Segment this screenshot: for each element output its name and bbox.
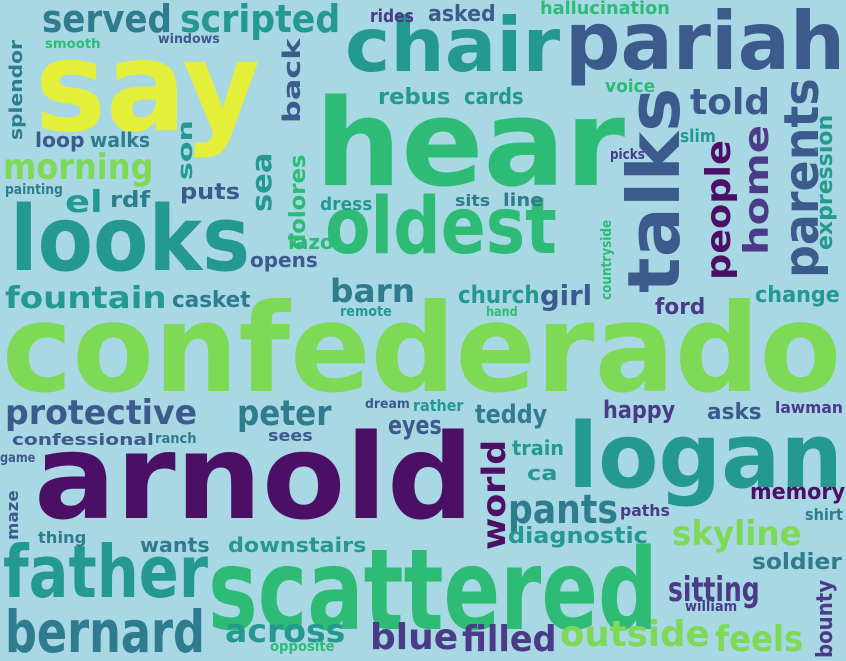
word-pariah: pariah	[565, 0, 846, 88]
word-scattered: scattered	[208, 526, 658, 656]
word-confederado: confederado	[2, 278, 842, 420]
word-teddy: teddy	[475, 400, 548, 430]
word-wants: wants	[140, 533, 210, 557]
word-walks: walks	[90, 128, 151, 152]
word-filled: filled	[462, 619, 557, 660]
word-sits: sits	[455, 191, 491, 210]
word-remote: remote	[340, 304, 392, 320]
word-looks: looks	[10, 187, 251, 292]
word-asks: asks	[707, 400, 762, 425]
word-maze: maze	[3, 490, 22, 540]
word-change: change	[755, 283, 840, 308]
word-countryside: countryside	[599, 219, 615, 300]
word-asked: asked	[428, 2, 496, 27]
word-lazo: lazo	[288, 230, 334, 254]
word-rather: rather	[413, 396, 464, 415]
word-loop: loop	[35, 128, 85, 152]
word-el: el	[65, 185, 103, 220]
word-ford: ford	[655, 295, 706, 320]
word-say: say	[35, 15, 261, 160]
word-ca: ca	[527, 461, 558, 485]
word-told: told	[690, 82, 771, 123]
word-feels: feels	[715, 619, 804, 660]
word-logan: logan	[568, 404, 843, 509]
word-cards: cards	[464, 85, 524, 110]
word-picks: picks	[610, 147, 645, 163]
word-shirt: shirt	[805, 505, 843, 524]
word-outside: outside	[560, 614, 710, 655]
word-oldest: oldest	[325, 182, 557, 272]
word-protective: protective	[5, 393, 198, 433]
word-downstairs: downstairs	[228, 533, 367, 557]
word-fountain: fountain	[5, 281, 167, 316]
word-puts: puts	[180, 180, 241, 205]
word-opens: opens	[250, 248, 318, 272]
word-blue: blue	[370, 617, 459, 658]
word-sitting: sitting	[668, 570, 760, 610]
word-line: line	[503, 190, 544, 211]
word-people: people	[699, 140, 739, 280]
word-splendor: splendor	[6, 40, 27, 140]
word-across: across	[225, 612, 346, 650]
word-morning: morning	[3, 147, 154, 188]
word-father: father	[3, 530, 208, 614]
word-diagnostic: diagnostic	[508, 524, 648, 549]
word-train: train	[512, 436, 565, 460]
word-girl: girl	[540, 279, 593, 312]
word-barn: barn	[330, 272, 416, 310]
word-ranch: ranch	[155, 431, 197, 447]
word-smooth: smooth	[45, 37, 101, 52]
word-opposite: opposite	[270, 639, 335, 655]
word-slim: slim	[680, 126, 716, 147]
word-served: served	[42, 0, 172, 41]
word-back: back	[278, 38, 306, 123]
word-casket: casket	[172, 288, 251, 313]
word-soldier: soldier	[752, 550, 842, 575]
word-rides: rides	[370, 6, 414, 27]
word-lawman: lawman	[775, 398, 843, 417]
word-hand: hand	[486, 305, 518, 320]
word-voice: voice	[605, 76, 656, 97]
word-skyline: skyline	[672, 514, 802, 554]
word-bernard: bernard	[5, 598, 205, 661]
word-happy: happy	[603, 396, 676, 424]
word-sees: sees	[268, 426, 313, 445]
word-rebus: rebus	[378, 85, 451, 110]
word-dress: dress	[320, 194, 373, 215]
word-william: william	[685, 599, 738, 615]
word-eyes: eyes	[388, 411, 442, 441]
word-hallucination: hallucination	[540, 0, 670, 19]
word-talks: talks	[612, 87, 696, 294]
word-son: son	[173, 120, 197, 180]
word-rdf: rdf	[110, 188, 151, 213]
word-world: world	[475, 439, 513, 550]
word-thing: thing	[38, 528, 87, 547]
word-game: game	[0, 451, 36, 466]
word-windows: windows	[158, 32, 220, 47]
word-scripted: scripted	[180, 0, 341, 41]
word-hear: hear	[315, 75, 626, 214]
word-confessional: confessional	[12, 430, 154, 449]
word-church: church	[458, 281, 540, 309]
word-bounty: bounty	[813, 579, 838, 658]
word-paths: paths	[620, 501, 670, 520]
word-dream: dream	[365, 397, 410, 412]
word-home: home	[737, 124, 777, 255]
word-painting: painting	[5, 182, 63, 198]
word-memory: memory	[750, 480, 846, 505]
word-pants: pants	[508, 487, 619, 533]
word-arnold: arnold	[34, 408, 474, 546]
word-peter: peter	[237, 394, 332, 434]
word-expression: expression	[813, 114, 838, 250]
word-chair: chair	[345, 1, 561, 89]
word-sea: sea	[245, 152, 278, 212]
